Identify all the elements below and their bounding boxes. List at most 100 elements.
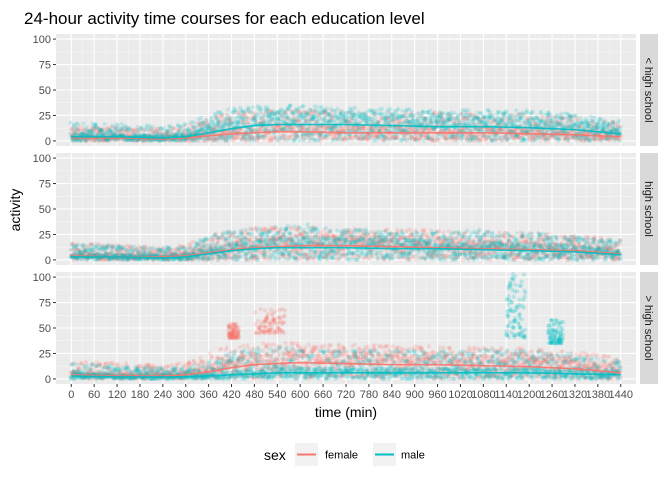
- point-female: [76, 127, 81, 133]
- point-male: [478, 111, 483, 116]
- point-male: [81, 121, 86, 126]
- point-female: [104, 138, 109, 143]
- point-female: [272, 135, 277, 140]
- point-female: [230, 134, 235, 139]
- y-tick-label: 25: [39, 110, 51, 122]
- point-female: [92, 138, 98, 143]
- point-female: [153, 126, 158, 131]
- point-female: [221, 137, 226, 142]
- point-female: [143, 138, 148, 143]
- point-female: [131, 132, 136, 138]
- point-female: [271, 124, 276, 129]
- point-male: [129, 129, 134, 134]
- facet-strip-label: < high school: [642, 57, 654, 122]
- point-female: [105, 126, 110, 131]
- point-female: [133, 127, 138, 132]
- point-female: [205, 136, 210, 141]
- point-female: [254, 138, 260, 143]
- point-female: [211, 127, 216, 132]
- point-female: [159, 132, 164, 137]
- point-male: [345, 137, 351, 142]
- point-female: [141, 138, 146, 143]
- point-female: [250, 114, 255, 120]
- point-male: [482, 134, 487, 139]
- point-female: [138, 126, 143, 131]
- point-male: [327, 118, 332, 123]
- point-female: [203, 123, 208, 128]
- point-female: [234, 129, 239, 134]
- point-female: [223, 138, 228, 143]
- point-female: [130, 128, 135, 133]
- point-female: [80, 126, 85, 131]
- point-male: [281, 133, 286, 138]
- point-female: [100, 138, 105, 143]
- point-female: [245, 109, 251, 114]
- point-female: [241, 112, 246, 117]
- point-male: [382, 135, 387, 140]
- point-female: [173, 132, 178, 137]
- point-female: [260, 111, 265, 116]
- point-female: [160, 131, 165, 136]
- point-female: [104, 138, 109, 143]
- point-male: [79, 138, 84, 143]
- point-female: [240, 134, 246, 139]
- point-female: [132, 129, 137, 134]
- point-female: [197, 120, 203, 125]
- point-female: [185, 131, 190, 136]
- point-male: [75, 121, 80, 126]
- point-female: [189, 127, 194, 132]
- point-male: [524, 138, 530, 143]
- point-male: [100, 128, 105, 133]
- point-female: [79, 130, 84, 135]
- point-female: [126, 131, 131, 136]
- point-female: [159, 128, 164, 133]
- point-female: [89, 125, 95, 130]
- point-female: [97, 130, 102, 135]
- point-female: [72, 127, 77, 132]
- point-female: [193, 137, 198, 142]
- point-male: [286, 114, 291, 119]
- point-female: [227, 118, 232, 123]
- point-female: [252, 128, 257, 133]
- point-female: [86, 129, 91, 134]
- point-female: [113, 126, 118, 131]
- point-female: [99, 128, 104, 133]
- point-female: [92, 127, 97, 132]
- point-female: [248, 110, 253, 115]
- point-female: [108, 138, 113, 143]
- point-female: [279, 113, 284, 118]
- point-male: [233, 108, 238, 113]
- point-male: [548, 112, 553, 117]
- point-male: [139, 125, 144, 130]
- point-female: [96, 126, 101, 131]
- point-male: [610, 120, 616, 125]
- point-male: [236, 120, 241, 125]
- point-female: [176, 128, 181, 133]
- point-female: [224, 112, 230, 117]
- point-female: [239, 119, 244, 124]
- point-female: [104, 126, 109, 131]
- point-female: [219, 116, 224, 121]
- point-female: [241, 135, 246, 140]
- point-female: [228, 120, 233, 125]
- point-female: [187, 138, 192, 143]
- point-female: [70, 125, 75, 130]
- point-female: [254, 134, 260, 140]
- point-male: [516, 134, 521, 139]
- point-male: [565, 136, 570, 141]
- point-female: [93, 138, 98, 143]
- point-female: [193, 138, 198, 143]
- point-male: [409, 134, 414, 139]
- point-male: [591, 119, 596, 124]
- point-female: [250, 126, 255, 131]
- point-female: [94, 128, 100, 133]
- point-female: [96, 127, 101, 133]
- point-male: [443, 136, 448, 141]
- point-female: [73, 130, 78, 135]
- point-female: [252, 112, 257, 117]
- point-female: [236, 110, 241, 115]
- point-female: [199, 127, 204, 132]
- point-female: [239, 136, 244, 141]
- point-female: [223, 117, 228, 122]
